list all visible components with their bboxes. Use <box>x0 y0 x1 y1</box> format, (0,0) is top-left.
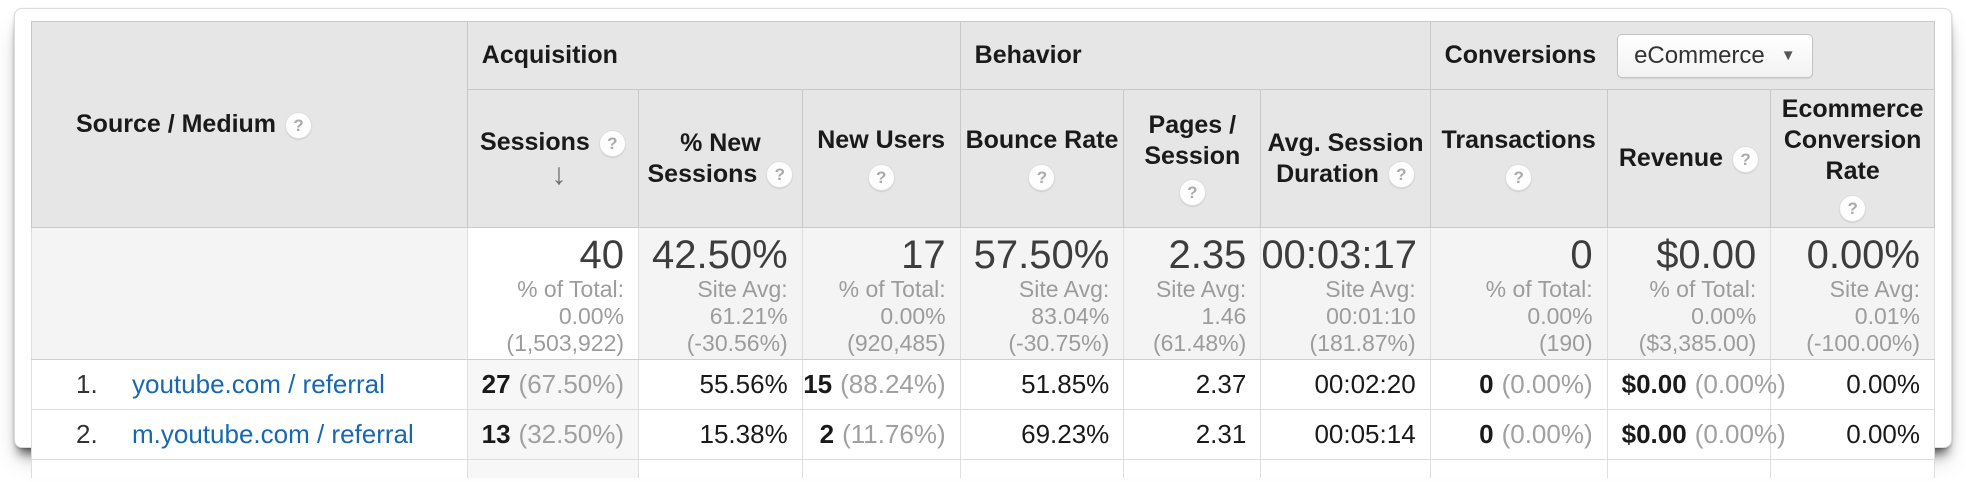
column-header-pages-session[interactable]: Pages / Session ? <box>1123 89 1262 228</box>
help-icon[interactable]: ? <box>1732 145 1760 173</box>
cell-pct-new-sessions: 55.56% <box>638 359 803 410</box>
cell-sessions: 27 (67.50%) <box>466 359 640 410</box>
group-header-conversions: Conversions eCommerce ▼ <box>1429 21 1936 90</box>
cell-pages-session: 2.31 <box>1123 409 1262 460</box>
source-medium-link[interactable]: m.youtube.com / referral <box>132 419 414 449</box>
cell-transactions: 0 (0.00%) <box>1429 409 1608 460</box>
row-rank: 2. <box>76 419 98 449</box>
totals-ecommerce-conversion-rate: 0.00% Site Avg: 0.01% (-100.00%) <box>1770 227 1935 360</box>
analytics-table-card: Source / Medium? Acquisition Behavior Co… <box>14 8 1952 478</box>
pct-new-sessions-header-line1: % New <box>680 128 761 157</box>
cell-new-users: 2 (11.76%) <box>801 409 961 460</box>
column-header-transactions[interactable]: Transactions ? <box>1429 89 1608 228</box>
cell-ecommerce-conversion-rate: 0.00% <box>1770 359 1935 410</box>
pct-new-sessions-header-line2: Sessions? <box>641 159 800 190</box>
column-header-sessions[interactable]: Sessions ? ↓ <box>466 89 640 228</box>
ecommerce-cr-header-line2: Conversion Rate <box>1783 126 1922 185</box>
help-icon[interactable]: ? <box>598 129 626 157</box>
cell-avg-session-duration: 00:05:14 <box>1260 409 1431 460</box>
column-header-source-medium[interactable]: Source / Medium? <box>31 21 468 228</box>
totals-avg-session-duration: 00:03:17 Site Avg: 00:01:10 (181.87%) <box>1260 227 1431 360</box>
cell-bounce-rate: 69.23% <box>959 409 1125 460</box>
totals-dimension-cell <box>31 227 468 360</box>
table-row: 1. youtube.com / referral 27 (67.50%) 55.5… <box>31 359 1935 410</box>
new-users-header-label: New Users <box>817 126 946 154</box>
cell-sessions: 13 (32.50%) <box>466 409 640 460</box>
conversions-goal-selected: eCommerce <box>1634 41 1765 69</box>
source-medium-label: Source / Medium <box>76 110 277 138</box>
help-icon[interactable]: ? <box>1178 179 1206 207</box>
help-icon[interactable]: ? <box>1028 163 1056 191</box>
table-footer-spacer <box>31 459 1935 478</box>
conversions-label: Conversions <box>1444 40 1597 69</box>
help-icon[interactable]: ? <box>1505 163 1533 191</box>
cell-revenue: $0.00 (0.00%) <box>1606 359 1786 410</box>
column-header-ecommerce-conversion-rate[interactable]: Ecommerce Conversion Rate ? <box>1770 89 1935 228</box>
cell-avg-session-duration: 00:02:20 <box>1260 359 1431 410</box>
source-medium-table: Source / Medium? Acquisition Behavior Co… <box>31 21 1936 478</box>
group-header-acquisition: Acquisition <box>466 21 961 90</box>
column-header-bounce-rate[interactable]: Bounce Rate ? <box>959 89 1125 228</box>
cell-ecommerce-conversion-rate: 0.00% <box>1770 409 1935 460</box>
cell-new-users: 15 (88.24%) <box>801 359 961 410</box>
totals-row: 40 % of Total: 0.00% (1,503,922) 42.50% … <box>31 227 1935 360</box>
group-header-behavior: Behavior <box>959 21 1431 90</box>
column-header-pct-new-sessions[interactable]: % New Sessions? <box>638 89 803 228</box>
help-icon[interactable]: ? <box>285 111 313 139</box>
behavior-label: Behavior <box>974 41 1082 69</box>
sessions-header-label: Sessions <box>480 128 590 157</box>
totals-sessions: 40 % of Total: 0.00% (1,503,922) <box>466 227 640 360</box>
revenue-header-label: Revenue <box>1618 144 1724 172</box>
table-row: 2. m.youtube.com / referral 13 (32.50%) 15… <box>31 409 1935 460</box>
conversions-goal-dropdown[interactable]: eCommerce ▼ <box>1617 33 1813 78</box>
cell-pct-new-sessions: 15.38% <box>638 409 803 460</box>
row-dimension-cell: 2. m.youtube.com / referral <box>31 409 468 460</box>
ecommerce-cr-header-line1: Ecommerce <box>1781 95 1924 123</box>
column-header-new-users[interactable]: New Users ? <box>801 89 961 228</box>
pages-session-header-line2: Session <box>1144 141 1241 170</box>
sort-desc-icon[interactable]: ↓ <box>551 157 567 191</box>
column-header-avg-session-duration[interactable]: Avg. Session Duration? <box>1260 89 1431 228</box>
totals-bounce-rate: 57.50% Site Avg: 83.04% (-30.75%) <box>959 227 1125 360</box>
row-dimension-cell: 1. youtube.com / referral <box>31 359 468 410</box>
cell-transactions: 0 (0.00%) <box>1429 359 1608 410</box>
chevron-down-icon: ▼ <box>1780 47 1796 64</box>
avg-session-duration-header-line2: Duration? <box>1263 159 1427 190</box>
help-icon[interactable]: ? <box>1839 194 1867 222</box>
totals-pct-new-sessions: 42.50% Site Avg: 61.21% (-30.56%) <box>638 227 803 360</box>
help-icon[interactable]: ? <box>766 161 794 189</box>
help-icon[interactable]: ? <box>1387 161 1415 189</box>
source-medium-link[interactable]: youtube.com / referral <box>132 369 385 399</box>
row-rank: 1. <box>76 369 98 399</box>
help-icon[interactable]: ? <box>867 163 895 191</box>
cell-bounce-rate: 51.85% <box>959 359 1125 410</box>
column-header-revenue[interactable]: Revenue? <box>1606 89 1772 228</box>
avg-session-duration-header-line1: Avg. Session <box>1267 128 1424 157</box>
totals-revenue: $0.00 % of Total: 0.00% ($3,385.00) <box>1606 227 1772 360</box>
cell-revenue: $0.00 (0.00%) <box>1606 409 1786 460</box>
cell-pages-session: 2.37 <box>1123 359 1262 410</box>
totals-transactions: 0 % of Total: 0.00% (190) <box>1429 227 1608 360</box>
bounce-rate-header-label: Bounce Rate <box>965 126 1119 154</box>
pages-session-header-line1: Pages / <box>1148 110 1237 139</box>
acquisition-label: Acquisition <box>481 41 618 69</box>
totals-new-users: 17 % of Total: 0.00% (920,485) <box>801 227 961 360</box>
transactions-header-label: Transactions <box>1441 126 1596 154</box>
totals-pages-session: 2.35 Site Avg: 1.46 (61.48%) <box>1123 227 1262 360</box>
